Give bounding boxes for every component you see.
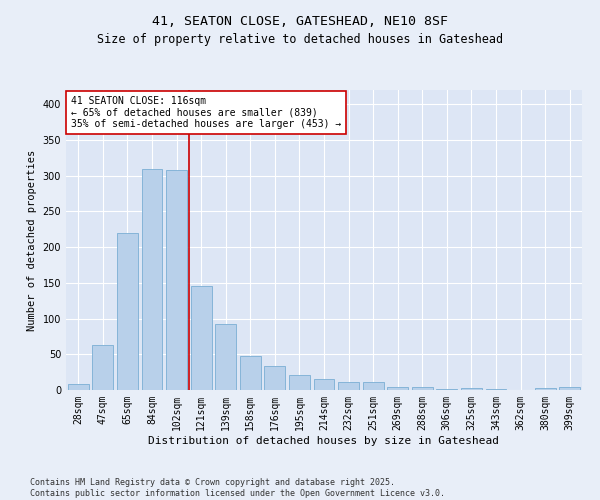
Bar: [215, 324, 236, 390]
Bar: [289, 375, 310, 390]
Text: Size of property relative to detached houses in Gateshead: Size of property relative to detached ho…: [97, 32, 503, 46]
Bar: [314, 380, 334, 390]
Text: 41, SEATON CLOSE, GATESHEAD, NE10 8SF: 41, SEATON CLOSE, GATESHEAD, NE10 8SF: [152, 15, 448, 28]
Bar: [191, 286, 212, 390]
Bar: [240, 356, 261, 390]
Y-axis label: Number of detached properties: Number of detached properties: [27, 150, 37, 330]
Text: Contains HM Land Registry data © Crown copyright and database right 2025.
Contai: Contains HM Land Registry data © Crown c…: [30, 478, 445, 498]
Bar: [412, 387, 433, 390]
Bar: [265, 366, 286, 390]
Bar: [142, 168, 163, 390]
Bar: [461, 388, 482, 390]
Bar: [166, 170, 187, 390]
Bar: [535, 388, 556, 390]
Bar: [68, 384, 89, 390]
Bar: [559, 387, 580, 390]
Bar: [338, 382, 359, 390]
Text: 41 SEATON CLOSE: 116sqm
← 65% of detached houses are smaller (839)
35% of semi-d: 41 SEATON CLOSE: 116sqm ← 65% of detache…: [71, 96, 341, 129]
Bar: [362, 382, 383, 390]
Bar: [92, 345, 113, 390]
Bar: [387, 387, 408, 390]
Bar: [117, 233, 138, 390]
X-axis label: Distribution of detached houses by size in Gateshead: Distribution of detached houses by size …: [149, 436, 499, 446]
